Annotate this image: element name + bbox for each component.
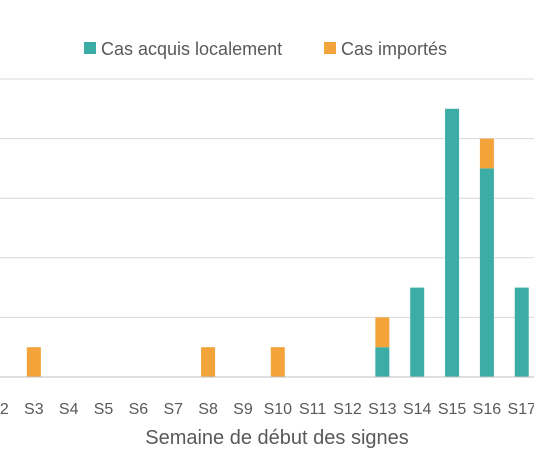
legend-swatch-local (84, 42, 96, 54)
bar-S3-imported (26, 347, 41, 377)
x-tick-S9: S9 (233, 401, 253, 418)
x-tick-S6: S6 (129, 401, 149, 418)
gridlines (0, 78, 534, 318)
bar-S13-local (375, 347, 390, 377)
x-tick-S3: S3 (24, 401, 44, 418)
legend-label-imported: Cas importés (341, 39, 447, 59)
x-tick-S16: S16 (473, 401, 502, 418)
bars (26, 108, 529, 378)
x-tick-S5: S5 (94, 401, 114, 418)
bar-S17-local (514, 287, 529, 377)
bar-S15-local (445, 108, 460, 378)
x-axis-title: Semaine de début des signes (145, 427, 409, 449)
x-tick-S4: S4 (59, 401, 79, 418)
x-tick-labels: S2 S3 S4 S5 S6 S7 S8 S9 S10 S11 S12 S13 S14 S15 S16 S17 (0, 401, 534, 418)
x-tick-S10: S10 (264, 401, 293, 418)
x-tick-S11: S11 (299, 401, 326, 418)
bar-S13-imported (375, 317, 390, 348)
bar-S16-local (479, 168, 494, 377)
bar-S8-imported (201, 347, 216, 377)
x-tick-S12: S12 (333, 401, 362, 418)
bar-S10-imported (270, 347, 285, 377)
legend-swatch-imported (324, 42, 336, 54)
legend-label-local: Cas acquis localement (101, 39, 282, 59)
x-tick-S7: S7 (163, 401, 183, 418)
x-tick-S17: S17 (508, 401, 534, 418)
bar-S16-imported (479, 138, 494, 169)
x-tick-S8: S8 (198, 401, 218, 418)
legend: Cas acquis localement Cas importés (84, 39, 447, 59)
x-tick-S15: S15 (438, 401, 467, 418)
x-tick-S2: S2 (0, 401, 9, 418)
bar-S14-local (410, 287, 425, 377)
x-tick-S13: S13 (368, 401, 397, 418)
x-tick-S14: S14 (403, 401, 432, 418)
